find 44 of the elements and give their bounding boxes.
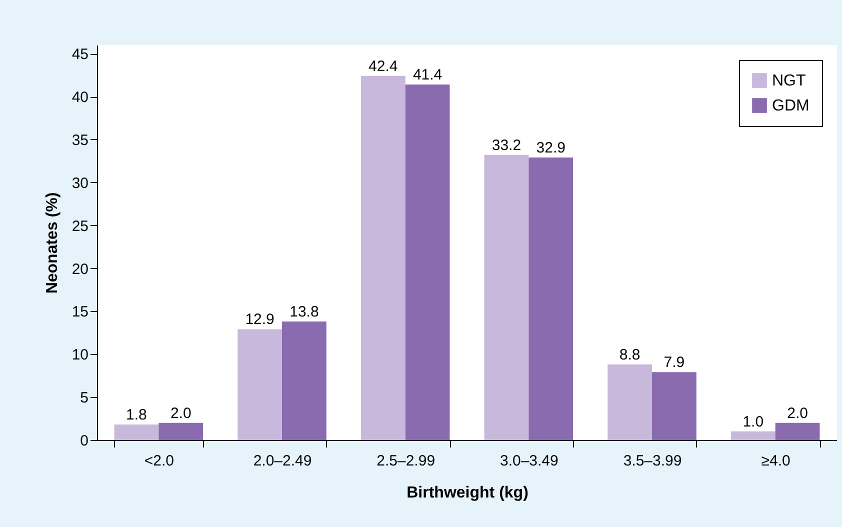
y-tick-label: 30 [72, 174, 88, 192]
data-label: 32.9 [536, 139, 566, 156]
data-label: 8.8 [619, 346, 640, 364]
x-tick-label: <2.0 [144, 452, 174, 470]
y-tick-label: 0 [80, 432, 88, 450]
y-tick-label: 35 [72, 132, 88, 149]
x-tick-label: 2.0–2.49 [253, 452, 312, 470]
y-tick-label: 15 [72, 304, 88, 321]
data-label: 2.0 [787, 404, 808, 422]
x-tick-label: 2.5–2.99 [376, 452, 436, 470]
y-tick-label: 25 [72, 218, 88, 235]
data-label: 42.4 [368, 58, 398, 75]
bar [360, 76, 406, 440]
bar [158, 422, 204, 440]
data-label: 13.8 [290, 304, 319, 320]
bar [114, 424, 159, 440]
data-label: 33.2 [492, 136, 522, 154]
bar [730, 431, 776, 440]
bar [238, 329, 282, 440]
bar [608, 364, 652, 440]
y-tick-label: 20 [72, 260, 88, 278]
bar [484, 154, 529, 440]
y-tick-label: 40 [72, 89, 88, 106]
bar [652, 372, 696, 440]
data-label: 41.4 [412, 66, 442, 84]
x-axis-title: Birthweight (kg) [406, 484, 528, 502]
legend-label: NGT [772, 72, 806, 90]
legend-label: GDM [772, 98, 810, 114]
y-tick-label: 45 [72, 46, 88, 64]
bar [775, 422, 820, 440]
bar [405, 84, 450, 440]
x-tick-label: 3.5–3.99 [623, 452, 682, 470]
data-label: 12.9 [245, 311, 274, 328]
data-label: 7.9 [664, 354, 685, 372]
bar [282, 322, 326, 440]
data-label: 1.8 [126, 406, 147, 424]
data-label: 2.0 [170, 404, 192, 422]
bar [528, 157, 574, 440]
x-tick-label: ≥4.0 [761, 452, 790, 470]
x-tick-label: 3.0–3.49 [500, 452, 558, 470]
y-axis-title: Neonates (%) [44, 192, 61, 294]
y-tick-label: 10 [72, 346, 88, 364]
y-tick-label: 5 [80, 390, 88, 407]
data-label: 1.0 [742, 413, 764, 430]
